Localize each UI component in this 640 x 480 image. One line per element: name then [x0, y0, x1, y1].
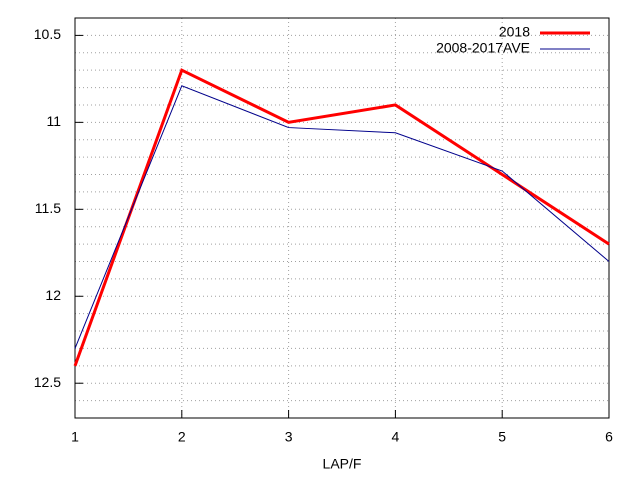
legend-label: 2018 [499, 24, 530, 40]
x-tick-label: 1 [71, 429, 79, 445]
x-tick-label: 2 [178, 429, 186, 445]
legend-label: 2008-2017AVE [436, 40, 530, 56]
x-tick-label: 5 [498, 429, 506, 445]
x-tick-label: 6 [605, 429, 613, 445]
x-tick-label: 4 [392, 429, 400, 445]
y-tick-label: 10.5 [34, 26, 61, 42]
x-tick-label: 3 [285, 429, 293, 445]
y-tick-label: 12 [45, 287, 61, 303]
y-tick-label: 11 [46, 113, 61, 129]
series-line [73, 68, 610, 367]
series-line [74, 85, 610, 349]
y-tick-label: 11.5 [35, 200, 61, 216]
plot-border [74, 17, 610, 419]
x-axis-label: LAP/F [323, 456, 362, 472]
y-tick-label: 12.5 [34, 374, 61, 390]
